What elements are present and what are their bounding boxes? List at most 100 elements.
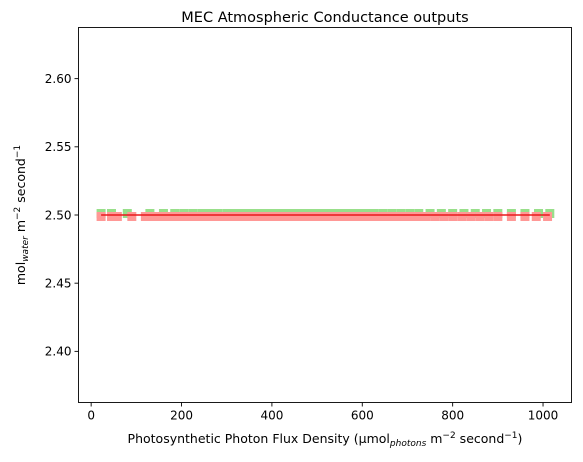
x-axis-label: Photosynthetic Photon Flux Density (μmol…	[128, 431, 523, 449]
data-point	[211, 212, 221, 221]
data-point	[216, 212, 226, 221]
data-point	[393, 212, 403, 221]
data-point	[319, 212, 329, 221]
data-point	[368, 212, 378, 221]
data-point	[493, 212, 503, 221]
data-point	[400, 212, 410, 221]
data-point	[336, 212, 346, 221]
data-point	[254, 212, 264, 221]
data-point	[439, 212, 449, 221]
axis-label-part: photons	[389, 439, 427, 449]
axis-label-part: −2	[442, 431, 455, 441]
data-point	[314, 212, 324, 221]
data-point	[374, 212, 384, 221]
data-point	[430, 212, 440, 221]
y-tick-label: 2.45	[45, 276, 72, 290]
data-point	[380, 212, 390, 221]
data-point	[205, 212, 215, 221]
data-point	[425, 209, 435, 218]
data-point	[308, 212, 318, 221]
data-point	[281, 212, 291, 221]
data-point	[475, 212, 485, 221]
data-point	[122, 209, 132, 218]
data-point	[167, 212, 177, 221]
data-point	[448, 212, 458, 221]
y-tick-label: 2.40	[45, 345, 72, 359]
data-point	[227, 212, 237, 221]
axis-label-part: Photosynthetic Photon Flux Density (μmol	[128, 431, 390, 446]
data-point	[173, 212, 183, 221]
data-point	[112, 212, 122, 221]
data-point	[151, 212, 161, 221]
data-point	[189, 212, 199, 221]
y-axis-label: molwater m−2 second−1	[13, 145, 31, 285]
data-point	[330, 212, 340, 221]
axis-label-part: mol	[13, 262, 28, 285]
axis-label-part: m	[426, 431, 442, 446]
axis-label-part: −2	[13, 207, 23, 220]
data-point	[222, 212, 232, 221]
data-point	[466, 212, 476, 221]
x-axis: 0 200 400 600 800 1000	[87, 402, 559, 423]
y-tick-label: 2.55	[45, 140, 72, 154]
y-axis: 2.40 2.45 2.50 2.55 2.60	[45, 72, 79, 359]
chart-title: MEC Atmospheric Conductance outputs	[181, 10, 468, 26]
data-point	[363, 212, 373, 221]
data-point	[127, 212, 137, 221]
data-point	[531, 212, 541, 221]
axis-label-part: )	[518, 431, 523, 446]
x-tick-label: 0	[87, 409, 95, 423]
data-point	[506, 212, 516, 221]
data-point	[162, 212, 172, 221]
data-point	[265, 212, 275, 221]
series-1	[96, 212, 553, 221]
x-tick-label: 800	[441, 409, 464, 423]
axis-label-part: water	[21, 235, 31, 262]
data-point	[298, 212, 308, 221]
data-point	[287, 212, 297, 221]
data-point	[387, 212, 397, 221]
x-tick-label: 600	[351, 409, 374, 423]
data-point	[357, 212, 367, 221]
data-point	[233, 212, 243, 221]
data-point	[249, 212, 259, 221]
data-point	[341, 212, 351, 221]
data-point	[96, 212, 106, 221]
data-point	[106, 212, 116, 221]
data-point	[276, 212, 286, 221]
data-point	[140, 212, 150, 221]
y-tick-label: 2.50	[45, 208, 72, 222]
data-point	[238, 212, 248, 221]
data-point	[421, 212, 431, 221]
data-point	[157, 212, 167, 221]
data-point	[414, 212, 424, 221]
axis-label-part: second	[456, 431, 505, 446]
data-point	[195, 212, 205, 221]
data-point	[470, 209, 480, 218]
axis-label-part: m	[13, 220, 28, 236]
data-point	[271, 212, 281, 221]
data-point	[178, 212, 188, 221]
data-point	[260, 212, 270, 221]
x-tick-label: 1000	[528, 409, 559, 423]
data-point	[325, 212, 335, 221]
data-point	[407, 212, 417, 221]
data-point	[184, 212, 194, 221]
x-tick-label: 200	[170, 409, 193, 423]
data-point	[243, 212, 253, 221]
data-point	[292, 212, 302, 221]
axis-label-part: −1	[504, 431, 517, 441]
data-point	[346, 212, 356, 221]
data-point	[484, 212, 494, 221]
data-point	[146, 212, 156, 221]
y-tick-label: 2.60	[45, 72, 72, 86]
data-point	[200, 212, 210, 221]
data-point	[543, 212, 553, 221]
data-point	[457, 212, 467, 221]
axis-label-part: second	[13, 158, 28, 207]
data-point	[520, 212, 530, 221]
series-layer	[96, 209, 555, 221]
axis-label-part: −1	[13, 145, 23, 158]
data-point	[303, 212, 313, 221]
